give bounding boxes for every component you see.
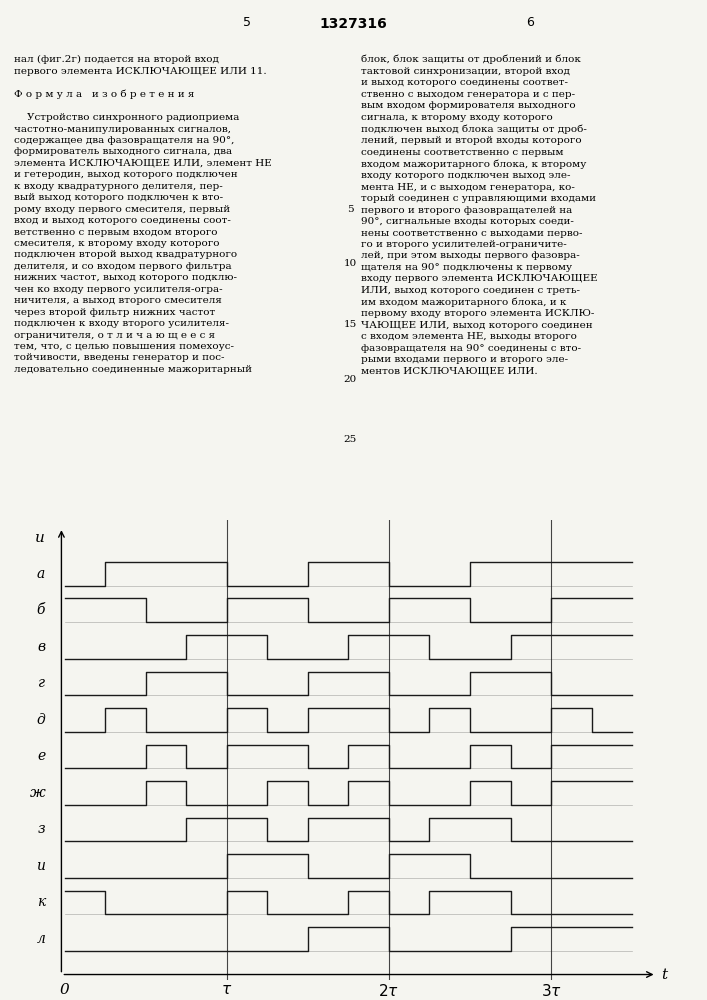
Text: блок, блок защиты от дроблений и блок
тактовой синхронизации, второй вход
и выхо: блок, блок защиты от дроблений и блок та… (361, 55, 597, 376)
Text: в: в (37, 640, 45, 654)
Text: $2\tau$: $2\tau$ (378, 983, 399, 999)
Text: 1327316: 1327316 (320, 16, 387, 30)
Text: а: а (37, 567, 45, 581)
Text: 0: 0 (60, 983, 69, 997)
Text: е: е (37, 749, 45, 763)
Text: и: и (36, 859, 45, 873)
Text: 10: 10 (344, 259, 356, 268)
Text: 6: 6 (526, 16, 534, 29)
Text: д: д (37, 713, 45, 727)
Text: 20: 20 (344, 375, 356, 384)
Text: $3\tau$: $3\tau$ (541, 983, 561, 999)
Text: u: u (35, 531, 45, 545)
Text: л: л (36, 932, 45, 946)
Text: t: t (661, 968, 667, 982)
Text: $\tau$: $\tau$ (221, 983, 233, 997)
Text: 5: 5 (243, 16, 252, 29)
Text: 15: 15 (344, 320, 356, 329)
Text: з: з (37, 822, 45, 836)
Text: 5: 5 (346, 205, 354, 214)
Text: б: б (37, 603, 45, 617)
Text: к: к (37, 895, 45, 909)
Text: нал (фиг.2г) подается на второй вход
первого элемента ИСКЛЮЧАЮЩЕЕ ИЛИ 11.

Ф о р: нал (фиг.2г) подается на второй вход пер… (14, 55, 272, 374)
Text: 25: 25 (344, 436, 356, 444)
Text: г: г (38, 676, 45, 690)
Text: ж: ж (30, 786, 45, 800)
